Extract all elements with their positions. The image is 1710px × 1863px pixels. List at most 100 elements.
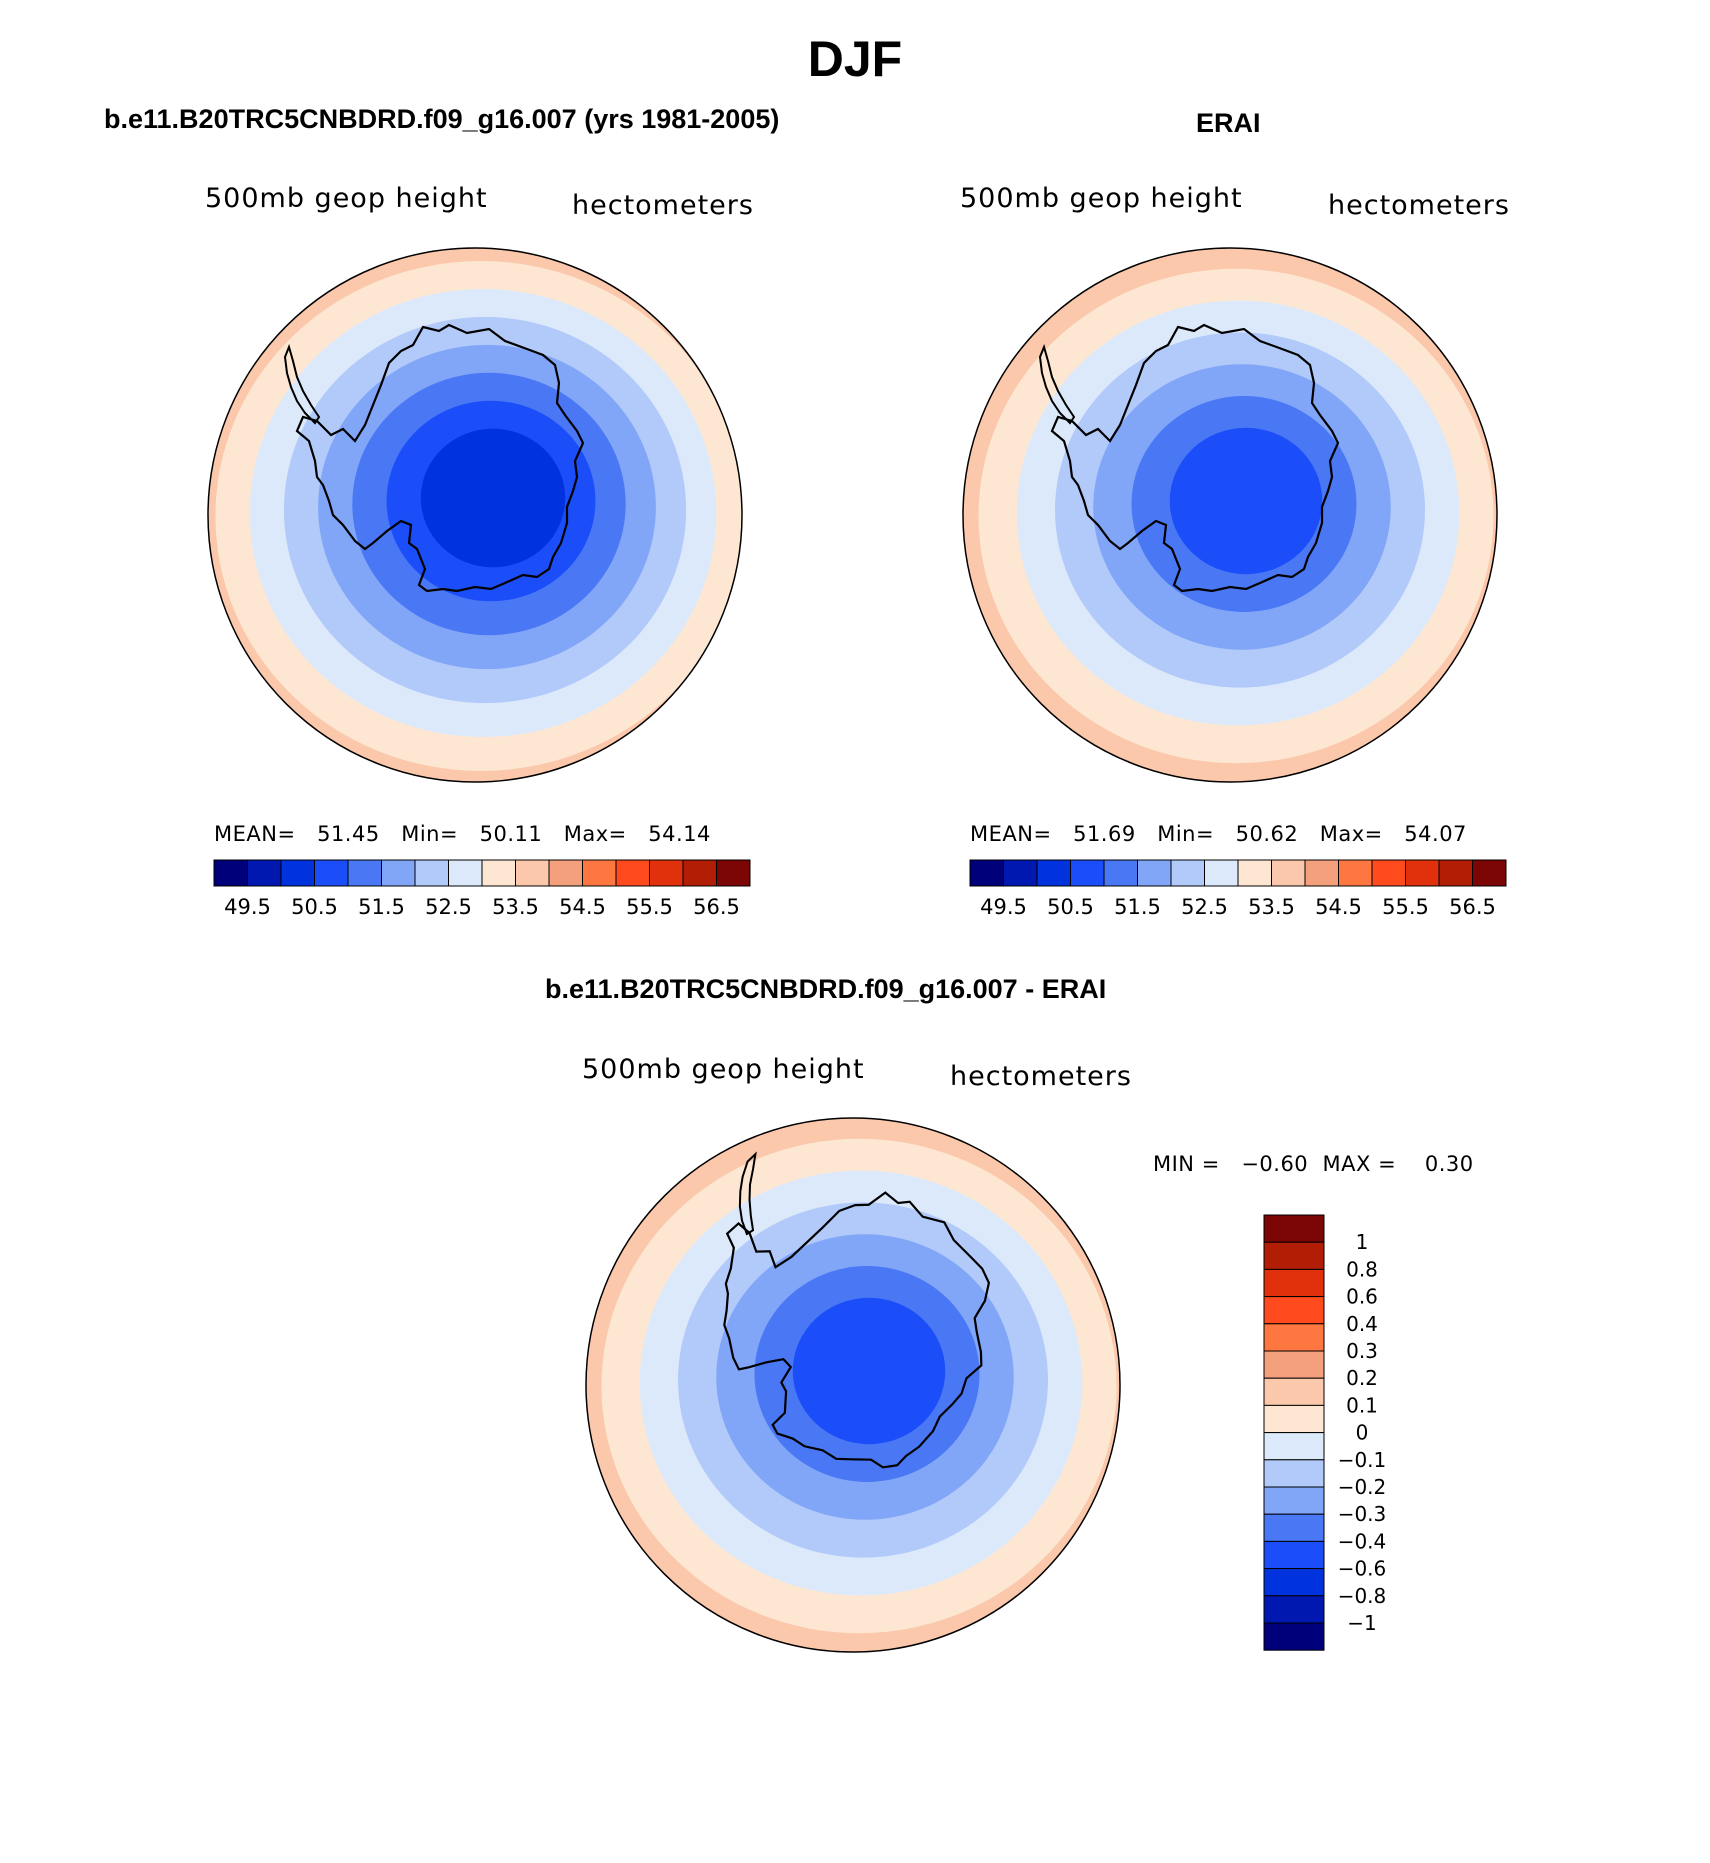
diff-colorbar-tick: 0.2 (1346, 1366, 1378, 1390)
diff-colorbar-swatch (1263, 1622, 1325, 1651)
model-panel-title: b.e11.B20TRC5CNBDRD.f09_g16.007 (yrs 198… (104, 104, 780, 134)
obs-colorbar-swatch (1137, 859, 1172, 887)
diff-colorbar-tick: 0 (1356, 1421, 1369, 1445)
model-units-label: hectometers (572, 190, 754, 221)
obs-colorbar-tick: 56.5 (1449, 895, 1496, 919)
obs-colorbar-swatch (1405, 859, 1440, 887)
diff-colorbar-swatch (1263, 1540, 1325, 1570)
model-colorbar-tick: 54.5 (559, 895, 606, 919)
model-colorbar-swatch (347, 859, 382, 887)
diff-colorbar-swatch (1263, 1241, 1325, 1270)
diff-colorbar-swatch (1263, 1350, 1325, 1379)
model-colorbar-swatch (381, 859, 416, 887)
obs-contour-band (1169, 427, 1323, 575)
model-colorbar-swatch (716, 859, 751, 887)
obs-colorbar-swatch (1070, 859, 1105, 887)
obs-colorbar-swatch (1271, 859, 1306, 887)
obs-colorbar-swatch (1237, 859, 1272, 887)
obs-coastline (1050, 323, 1340, 593)
obs-colorbar-tick: 50.5 (1047, 895, 1094, 919)
diff-colorbar-tick: −0.8 (1338, 1584, 1387, 1608)
diff-colorbar-swatch (1263, 1404, 1325, 1434)
obs-colorbar-tick: 51.5 (1114, 895, 1161, 919)
diff-colorbar-tick: −0.3 (1338, 1502, 1387, 1526)
diff-colorbar-tick: 1 (1356, 1230, 1369, 1254)
obs-panel-title: ERAI (1196, 108, 1261, 138)
obs-colorbar-swatch (1036, 859, 1071, 887)
diff-colorbar-tick: 0.3 (1346, 1339, 1378, 1363)
diff-colorbar-tick: −0.2 (1338, 1475, 1387, 1499)
diff-peninsula (738, 1151, 757, 1236)
diff-colorbar-tick: 0.6 (1346, 1285, 1378, 1309)
model-polar-map (207, 247, 743, 783)
obs-colorbar-tick: 54.5 (1315, 895, 1362, 919)
obs-colorbar-swatch (1170, 859, 1205, 887)
model-stats: MEAN= 51.45 Min= 50.11 Max= 54.14 (214, 822, 711, 846)
model-colorbar-swatch (414, 859, 449, 887)
model-colorbar-swatch (280, 859, 315, 887)
diff-colorbar-tick: 0.8 (1346, 1257, 1378, 1281)
diff-colorbar-swatch (1263, 1268, 1325, 1298)
model-colorbar-swatch (682, 859, 717, 887)
obs-colorbar-swatch (1438, 859, 1473, 887)
model-colorbar-swatch (448, 859, 483, 887)
diff-colorbar-tick: −0.1 (1338, 1448, 1387, 1472)
model-coastline-group (283, 323, 585, 593)
obs-colorbar: 49.5 50.5 51.5 52.5 53.5 54.5 55.5 56.5 (969, 859, 1507, 919)
obs-colorbar-swatch (1103, 859, 1138, 887)
obs-colorbar-swatch (1003, 859, 1038, 887)
obs-coastline-group (1038, 323, 1340, 593)
diff-colorbar-swatch (1263, 1568, 1325, 1597)
obs-colorbar-tick: 53.5 (1248, 895, 1295, 919)
model-coastline (295, 323, 585, 593)
diff-coastline (723, 1191, 991, 1469)
obs-colorbar-swatch (1371, 859, 1406, 887)
diff-stats: MIN = −0.60 MAX = 0.30 (1153, 1152, 1474, 1176)
obs-colorbar-swatch (1472, 859, 1507, 887)
obs-peninsula (1038, 343, 1076, 425)
diff-polar-map (585, 1117, 1121, 1653)
diff-colorbar-swatch (1263, 1459, 1325, 1488)
model-contour-band (420, 428, 566, 568)
diff-colorbar-tick: −0.4 (1338, 1529, 1387, 1553)
obs-contour-field (963, 248, 1497, 782)
diff-variable-label: 500mb geop height (582, 1054, 865, 1085)
model-variable-label: 500mb geop height (205, 183, 488, 214)
diff-colorbar-swatch (1263, 1296, 1325, 1325)
obs-stats: MEAN= 51.69 Min= 50.62 Max= 54.07 (970, 822, 1467, 846)
diff-colorbar-swatch (1263, 1595, 1325, 1624)
model-colorbar-tick: 56.5 (693, 895, 740, 919)
diff-units-label: hectometers (950, 1061, 1132, 1092)
obs-polar-map (962, 247, 1498, 783)
diff-colorbar-tick: −0.6 (1338, 1557, 1387, 1581)
diff-map-border (585, 1117, 1121, 1653)
obs-colorbar-tick: 55.5 (1382, 895, 1429, 919)
model-contour-field (208, 248, 742, 782)
diff-contour-field (586, 1118, 1120, 1652)
model-peninsula (283, 343, 321, 425)
obs-colorbar-swatch (1304, 859, 1339, 887)
model-colorbar-tick: 49.5 (224, 895, 271, 919)
obs-colorbar-tick: 49.5 (980, 895, 1027, 919)
diff-colorbar-swatch (1263, 1432, 1325, 1461)
figure-title: DJF (807, 31, 903, 87)
diff-colorbar-swatch (1263, 1323, 1325, 1352)
model-colorbar-tick: 50.5 (291, 895, 338, 919)
model-colorbar: 49.5 50.5 51.5 52.5 53.5 54.5 55.5 56.5 (213, 859, 751, 919)
obs-colorbar-swatch (1204, 859, 1239, 887)
model-colorbar-swatch (615, 859, 650, 887)
model-colorbar-swatch (582, 859, 617, 887)
diff-panel-title: b.e11.B20TRC5CNBDRD.f09_g16.007 - ERAI (545, 974, 1107, 1004)
diff-colorbar: 1 0.8 0.6 0.4 0.3 0.2 0.1 0 −0.1 −0.2 −0.3 −0.4 −0.6… (1263, 1214, 1387, 1651)
model-colorbar-swatch (481, 859, 516, 887)
obs-colorbar-swatch (1338, 859, 1373, 887)
model-colorbar-tick: 55.5 (626, 895, 673, 919)
model-colorbar-tick: 51.5 (358, 895, 405, 919)
model-map-border (207, 247, 743, 783)
obs-variable-label: 500mb geop height (960, 183, 1243, 214)
diff-colorbar-swatch (1263, 1513, 1325, 1542)
diff-colorbar-tick: 0.4 (1346, 1312, 1378, 1336)
model-colorbar-swatch (247, 859, 282, 887)
obs-colorbar-tick: 52.5 (1181, 895, 1228, 919)
diff-colorbar-swatch (1263, 1214, 1325, 1243)
